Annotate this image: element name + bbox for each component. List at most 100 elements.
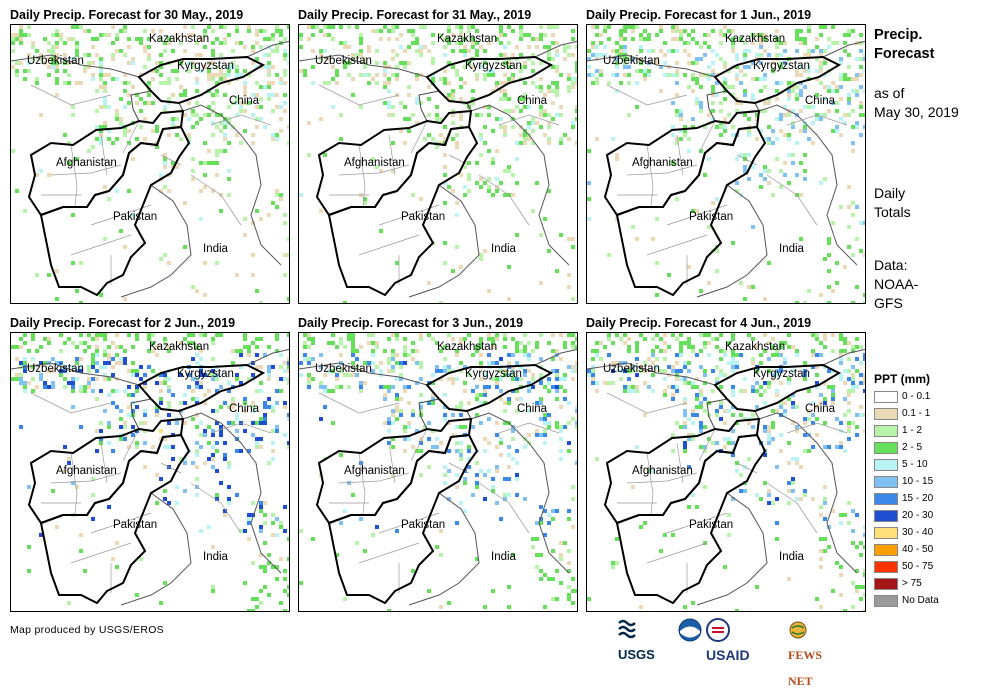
- side-asof-date: May 30, 2019: [874, 104, 959, 120]
- fewsnet-logo-text: FEWS NET: [788, 648, 823, 688]
- side-totals-line1: Daily: [874, 185, 906, 201]
- legend-label: 15 - 20: [902, 493, 934, 504]
- country-label-china: China: [805, 403, 836, 415]
- credit-text: Map produced by USGS/EROS: [10, 624, 164, 636]
- country-label-afghanistan: Afghanistan: [632, 465, 693, 477]
- country-label-india: India: [203, 243, 228, 255]
- country-label-pakistan: Pakistan: [113, 211, 158, 223]
- forecast-panel-6: Daily Precip. Forecast for 4 Jun., 2019 K…: [586, 316, 866, 616]
- usgs-logo-text: USGS: [618, 647, 655, 662]
- legend-label: 1 - 2: [902, 425, 923, 436]
- fewsnet-logo: FEWS NET: [788, 616, 822, 688]
- map-frame: Kazakhstan Uzbekistan Kyrgyzstan China Afgha…: [10, 332, 290, 612]
- legend-label: 5 - 10: [902, 459, 928, 470]
- legend-label: 0.1 - 1: [902, 408, 931, 419]
- country-label-kazakhstan: Kazakhstan: [725, 341, 786, 353]
- legend-label: 30 - 40: [902, 527, 934, 538]
- country-label-uzbekistan: Uzbekistan: [315, 55, 372, 67]
- country-label-pakistan: Pakistan: [113, 519, 158, 531]
- map-frame: Kazakhstan Uzbekistan Kyrgyzstan China Afgha…: [298, 24, 578, 304]
- forecast-panel-5: Daily Precip. Forecast for 3 Jun., 2019 K…: [298, 316, 578, 616]
- country-label-china: China: [229, 95, 260, 107]
- panel-title: Daily Precip. Forecast for 30 May., 2019: [10, 8, 244, 22]
- legend-swatch: [874, 527, 898, 539]
- legend-swatch: [874, 595, 898, 607]
- country-label-uzbekistan: Uzbekistan: [315, 363, 372, 375]
- side-data-line1: Data:: [874, 257, 908, 273]
- country-label-pakistan: Pakistan: [689, 519, 734, 531]
- country-label-kyrgyzstan: Kyrgyzstan: [177, 368, 234, 380]
- country-label-kazakhstan: Kazakhstan: [149, 33, 210, 45]
- country-label-pakistan: Pakistan: [401, 211, 446, 223]
- country-label-uzbekistan: Uzbekistan: [603, 55, 660, 67]
- legend-label: 20 - 30: [902, 510, 934, 521]
- country-label-kyrgyzstan: Kyrgyzstan: [465, 60, 522, 72]
- legend-swatch: [874, 578, 898, 590]
- forecast-panel-4: Daily Precip. Forecast for 2 Jun., 2019 K…: [10, 316, 290, 616]
- side-data-line3: GFS: [874, 295, 903, 311]
- precip-map: [587, 25, 865, 303]
- precip-map: [299, 25, 577, 303]
- panel-title: Daily Precip. Forecast for 31 May., 2019: [298, 8, 532, 22]
- side-title-line2: Forecast: [874, 46, 935, 62]
- fewsnet-globe-icon: [789, 621, 807, 639]
- country-label-kazakhstan: Kazakhstan: [437, 33, 498, 45]
- country-label-afghanistan: Afghanistan: [344, 157, 405, 169]
- forecast-panel-1: Daily Precip. Forecast for 30 May., 2019…: [10, 8, 290, 308]
- panel-title: Daily Precip. Forecast for 4 Jun., 2019: [586, 316, 812, 330]
- country-label-kazakhstan: Kazakhstan: [149, 341, 210, 353]
- legend-swatch: [874, 476, 898, 488]
- map-frame: Kazakhstan Uzbekistan Kyrgyzstan China Afgha…: [10, 24, 290, 304]
- noaa-emblem-icon: [678, 618, 702, 642]
- country-label-kyrgyzstan: Kyrgyzstan: [753, 60, 810, 72]
- legend-label: No Data: [902, 595, 939, 606]
- country-label-uzbekistan: Uzbekistan: [27, 363, 84, 375]
- country-label-china: China: [517, 95, 548, 107]
- country-label-afghanistan: Afghanistan: [344, 465, 405, 477]
- panel-title: Daily Precip. Forecast for 3 Jun., 2019: [298, 316, 524, 330]
- precip-map: [11, 333, 289, 611]
- precip-map: [587, 333, 865, 611]
- country-label-india: India: [203, 551, 228, 563]
- country-label-india: India: [779, 551, 804, 563]
- legend-label: 50 - 75: [902, 561, 934, 572]
- side-asof-line1: as of: [874, 85, 905, 101]
- map-frame: Kazakhstan Uzbekistan Kyrgyzstan China Afgha…: [298, 332, 578, 612]
- legend-swatch: [874, 442, 898, 454]
- country-label-uzbekistan: Uzbekistan: [603, 363, 660, 375]
- panel-title: Daily Precip. Forecast for 1 Jun., 2019: [586, 8, 812, 22]
- country-label-kazakhstan: Kazakhstan: [725, 33, 786, 45]
- map-frame: Kazakhstan Uzbekistan Kyrgyzstan China Afgha…: [586, 332, 866, 612]
- usaid-seal-icon: [706, 617, 730, 642]
- legend-label: 2 - 5: [902, 442, 923, 453]
- country-label-afghanistan: Afghanistan: [56, 465, 117, 477]
- legend-label: 0 - 0.1: [902, 391, 931, 402]
- side-title-line1: Precip.: [874, 27, 923, 43]
- country-label-china: China: [517, 403, 548, 415]
- country-label-afghanistan: Afghanistan: [632, 157, 693, 169]
- country-label-china: China: [805, 95, 836, 107]
- country-label-india: India: [491, 551, 516, 563]
- precip-map: [11, 25, 289, 303]
- legend-swatch: [874, 408, 898, 420]
- legend-swatch: [874, 510, 898, 522]
- legend-swatch: [874, 561, 898, 573]
- country-label-uzbekistan: Uzbekistan: [27, 55, 84, 67]
- legend-title: PPT (mm): [874, 372, 931, 386]
- country-label-india: India: [491, 243, 516, 255]
- country-label-afghanistan: Afghanistan: [56, 157, 117, 169]
- usaid-logo: USAID: [706, 616, 750, 663]
- forecast-panel-2: Daily Precip. Forecast for 31 May., 2019…: [298, 8, 578, 308]
- legend-label: 10 - 15: [902, 476, 934, 487]
- forecast-panel-3: Daily Precip. Forecast for 1 Jun., 2019 K…: [586, 8, 866, 308]
- panel-title: Daily Precip. Forecast for 2 Jun., 2019: [10, 316, 236, 330]
- legend-swatch: [874, 493, 898, 505]
- usgs-logo: USGS: [618, 616, 655, 662]
- map-frame: Kazakhstan Uzbekistan Kyrgyzstan China Afgha…: [586, 24, 866, 304]
- country-label-china: China: [229, 403, 260, 415]
- country-label-kyrgyzstan: Kyrgyzstan: [177, 60, 234, 72]
- precip-map: [299, 333, 577, 611]
- country-label-kazakhstan: Kazakhstan: [437, 341, 498, 353]
- legend-swatch: [874, 459, 898, 471]
- country-label-pakistan: Pakistan: [401, 519, 446, 531]
